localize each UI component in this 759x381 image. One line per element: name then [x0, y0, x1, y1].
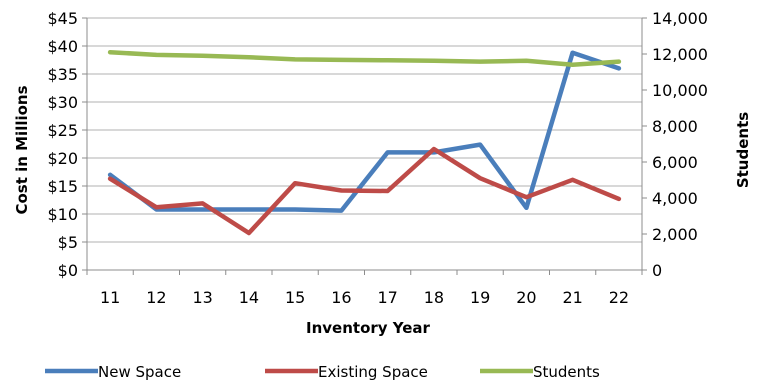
left-tick-label: $40 — [47, 37, 78, 56]
y2-axis-title: Students — [734, 112, 752, 188]
left-tick-label: $20 — [47, 149, 78, 168]
left-tick-label: $10 — [47, 205, 78, 224]
right-axis-ticks: 0 2,000 4,000 6,000 8,000 10,000 12,000 14,000 — [652, 9, 708, 280]
x-tick-label: 14 — [239, 288, 259, 307]
axes — [82, 17, 647, 275]
y-axis-title: Cost in Millions — [13, 85, 31, 214]
right-tick-label: 8,000 — [652, 117, 698, 136]
right-tick-label: 14,000 — [652, 9, 708, 28]
x-tick-label: 15 — [285, 288, 305, 307]
right-tick-label: 12,000 — [652, 45, 708, 64]
right-tick-label: 0 — [652, 261, 662, 280]
legend-label: Existing Space — [318, 363, 428, 381]
left-tick-label: $15 — [47, 177, 78, 196]
x-axis-title: Inventory Year — [306, 319, 431, 337]
x-tick-label: 11 — [100, 288, 120, 307]
left-tick-label: $45 — [47, 9, 78, 28]
series-lines — [107, 49, 622, 236]
x-tick-label: 18 — [424, 288, 444, 307]
series-line-students — [107, 49, 622, 68]
x-axis-ticks: 11 12 13 14 15 16 17 18 19 20 21 22 — [100, 288, 629, 307]
x-tick-label: 17 — [377, 288, 397, 307]
x-tick-label: 19 — [470, 288, 490, 307]
x-tick-label: 12 — [146, 288, 166, 307]
series-line-new-space — [107, 50, 622, 213]
x-tick-label: 20 — [516, 288, 536, 307]
left-tick-label: $35 — [47, 65, 78, 84]
left-tick-label: $0 — [58, 261, 78, 280]
left-tick-label: $25 — [47, 121, 78, 140]
x-tick-label: 21 — [562, 288, 582, 307]
right-tick-label: 6,000 — [652, 153, 698, 172]
legend: New Space Existing Space Students — [45, 363, 600, 381]
x-tick-label: 13 — [192, 288, 212, 307]
gridlines — [87, 17, 642, 243]
left-tick-label: $30 — [47, 93, 78, 112]
x-tick-label: 16 — [331, 288, 351, 307]
x-tick-label: 22 — [609, 288, 629, 307]
legend-label: Students — [533, 363, 600, 381]
left-tick-label: $5 — [58, 233, 78, 252]
series-line-existing-space — [107, 146, 622, 236]
right-tick-label: 4,000 — [652, 189, 698, 208]
legend-label: New Space — [98, 363, 181, 381]
right-tick-label: 2,000 — [652, 225, 698, 244]
right-tick-label: 10,000 — [652, 81, 708, 100]
left-axis-ticks: $0 $5 $10 $15 $20 $25 $30 $35 $40 $45 — [47, 9, 78, 280]
